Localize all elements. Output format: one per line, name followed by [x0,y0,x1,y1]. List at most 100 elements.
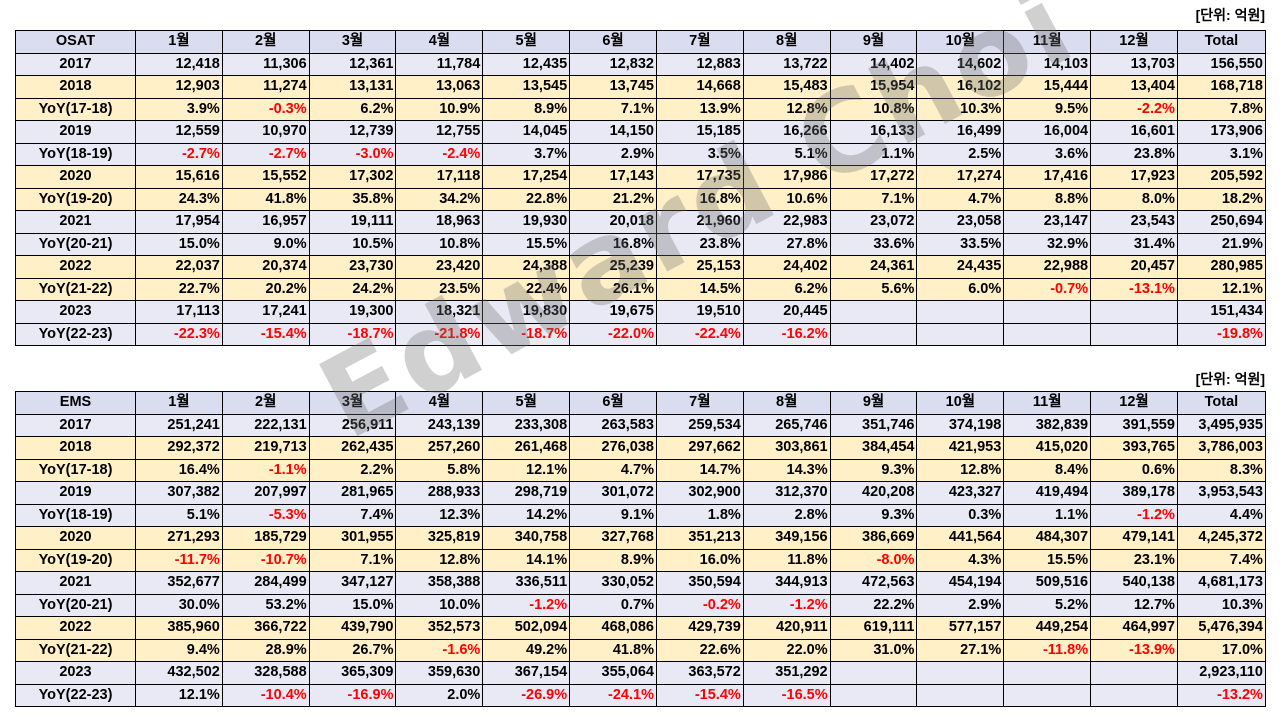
table-cell [1090,683,1178,707]
table-cell: 261,468 [482,436,571,460]
table-cell: 301,955 [308,526,397,550]
table-cell: 24.3% [135,187,223,211]
unit-label-osat: [단위: 억원] [1195,7,1265,23]
table-cell: 23.8% [1090,142,1178,166]
table-cell: -15.4% [655,683,744,707]
table-cell: 33.5% [916,232,1005,256]
table-cell: 292,372 [135,436,223,460]
table-cell: 31.4% [1090,232,1178,256]
table-cell: 15.5% [482,232,571,256]
table-cell: 9.1% [569,503,657,527]
table-cell: 15,552 [221,165,310,189]
table-row: 2018 12,903 11,274 13,131 13,063 13,545 13,745… [15,75,1266,99]
table-cell: 3.9% [135,97,223,121]
osat-body: 2017 12,418 11,306 12,361 11,784 12,435 12,832… [15,52,1266,346]
table-cell: 352,573 [395,616,484,640]
table-cell: 12,559 [135,120,223,144]
table-cell: 301,072 [569,481,657,505]
table-cell: 16,266 [742,120,831,144]
table-cell: 10.6% [742,187,831,211]
column-header: 11월 [1003,391,1092,415]
table-cell: 18,963 [395,210,484,234]
table-cell: 12.8% [742,97,831,121]
column-header: 3월 [308,391,397,415]
table-cell: 10.5% [308,232,397,256]
table-cell: 10.8% [395,232,484,256]
column-header: Total [1176,30,1266,54]
table-cell: 22,983 [742,210,831,234]
table-cell [916,661,1005,685]
table-cell: 420,208 [829,481,918,505]
table-cell: -21.8% [395,322,484,346]
table-cell: 355,064 [569,661,657,685]
table-cell [1003,300,1092,324]
table-cell: 389,178 [1090,481,1178,505]
column-header: 7월 [655,391,744,415]
table-cell: 13,722 [742,52,831,76]
table-cell: 9.5% [1003,97,1092,121]
table-cell: -13.1% [1090,277,1178,301]
table-cell: 18,321 [395,300,484,324]
table-cell: 3,953,543 [1176,481,1266,505]
column-header: 6월 [569,30,657,54]
table-cell: 9.0% [221,232,310,256]
table-cell: -13.2% [1176,683,1266,707]
table-cell: 49.2% [482,638,571,662]
table-cell: 340,758 [482,526,571,550]
table-cell: 15,616 [135,165,223,189]
table-cell: -2.2% [1090,97,1178,121]
table-cell: 262,435 [308,436,397,460]
table-cell: 415,020 [1003,436,1092,460]
table-cell: 325,819 [395,526,484,550]
table-cell: 257,260 [395,436,484,460]
table-cell: 12,361 [308,52,397,76]
column-header: 3월 [308,30,397,54]
table-cell: 1.8% [655,503,744,527]
table-cell: 7.1% [569,97,657,121]
table-cell: 4,681,173 [1176,571,1266,595]
row-label: 2018 [15,436,136,460]
table-row: 2018 292,372 219,713 262,435 257,260 261,468 2… [15,436,1266,460]
table-cell: 16,601 [1090,120,1178,144]
row-label: YoY(22-23) [15,683,136,707]
table-cell: 271,293 [135,526,223,550]
table-cell: 22.7% [135,277,223,301]
table-cell: 8.3% [1176,458,1266,482]
table-cell: 17,272 [829,165,918,189]
table-row: YoY(18-19) 5.1% -5.3% 7.4% 12.3% 14.2% 9.1% 1.8… [15,503,1266,527]
row-label: YoY(21-22) [15,277,136,301]
table-row: 2021 17,954 16,957 19,111 18,963 19,930 20,018… [15,210,1266,234]
column-header: 12월 [1090,30,1178,54]
table-cell: 15,954 [829,75,918,99]
table-cell: 4.7% [916,187,1005,211]
table-cell [1090,300,1178,324]
table-row: YoY(22-23) -22.3% -15.4% -18.7% -21.8% -18.7%… [15,322,1266,346]
table-cell: 20,457 [1090,255,1178,279]
unit-label-ems: [단위: 억원] [1195,371,1265,387]
table-cell: 12.1% [1176,277,1266,301]
table-cell: 3,495,935 [1176,413,1266,437]
table-cell: 14.1% [482,548,571,572]
table-cell: 367,154 [482,661,571,685]
table-cell: 11,306 [221,52,310,76]
table-cell: -0.3% [221,97,310,121]
row-label: 2022 [15,616,136,640]
table-cell: 393,765 [1090,436,1178,460]
row-label: 2021 [15,571,136,595]
table-cell: 19,830 [482,300,571,324]
table-cell: -15.4% [221,322,310,346]
table-cell: 15,483 [742,75,831,99]
column-header: 6월 [569,391,657,415]
table-cell: 5.2% [1003,593,1092,617]
table-cell: 16.0% [655,548,744,572]
table-cell: 454,194 [916,571,1005,595]
table-cell: 30.0% [135,593,223,617]
table-cell: 2.0% [395,683,484,707]
row-label: 2021 [15,210,136,234]
table-cell: 22.4% [482,277,571,301]
table-cell: 250,694 [1176,210,1266,234]
table-cell: 344,913 [742,571,831,595]
table-cell: 10,970 [221,120,310,144]
row-label: 2020 [15,165,136,189]
table-cell: -2.7% [221,142,310,166]
